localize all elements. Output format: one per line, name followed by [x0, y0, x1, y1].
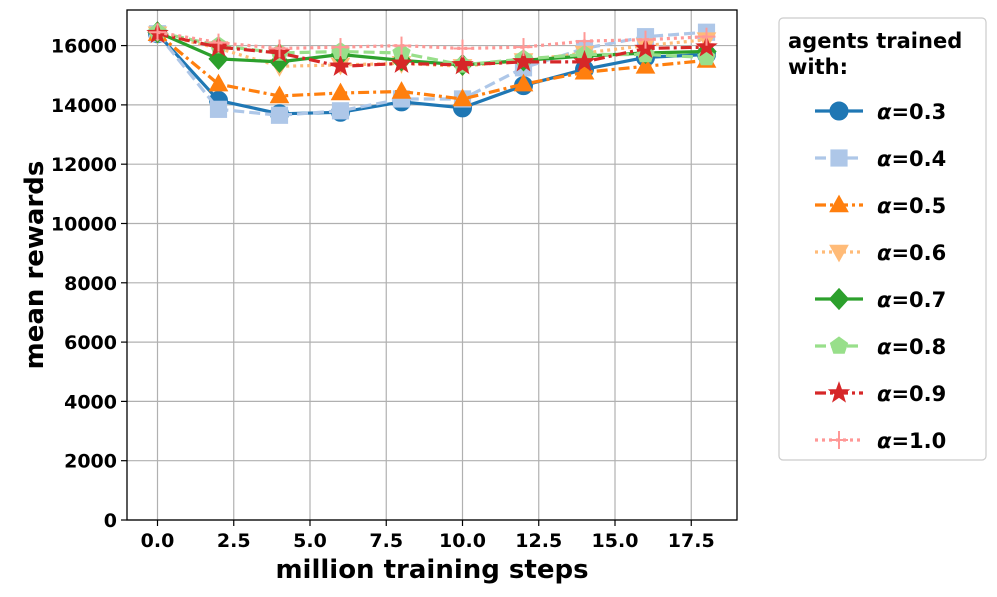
series-α=1.0	[148, 23, 716, 58]
y-tick-label: 8000	[64, 273, 117, 295]
data-point	[148, 23, 167, 42]
series-line	[157, 32, 707, 68]
x-tick-label: 15.0	[592, 530, 639, 552]
legend-entry: α=1.0	[815, 429, 946, 453]
legend-label: α=1.0	[877, 429, 946, 453]
y-tick-label: 12000	[51, 154, 117, 176]
series-line	[156, 32, 707, 101]
y-tick-label: 10000	[51, 213, 117, 235]
x-tick-label: 5.0	[293, 530, 327, 552]
legend-title-line-1: agents trained	[788, 29, 962, 53]
legend-label: α=0.6	[877, 241, 946, 265]
data-point	[574, 61, 595, 80]
x-tick-label: 7.5	[369, 530, 403, 552]
data-point	[575, 32, 594, 51]
y-tick-label: 16000	[51, 36, 117, 58]
y-axis-label: mean rewards	[20, 161, 50, 370]
series-group	[146, 21, 718, 124]
series-line	[156, 30, 707, 117]
legend-entry: α=0.7	[815, 287, 946, 312]
series-line	[157, 30, 707, 51]
data-point	[512, 50, 535, 72]
series-line	[156, 32, 707, 116]
data-point	[270, 106, 289, 124]
legend-entry: α=0.9	[815, 381, 946, 406]
data-point	[209, 33, 228, 52]
data-point	[331, 38, 350, 57]
legend-label: α=0.8	[877, 335, 946, 359]
legend-entry: α=0.5	[815, 194, 946, 218]
legend-label: α=0.5	[877, 194, 946, 218]
legend-entries: α=0.3 α=0.4 α=0.5 α=0.6 α=0.7 α=0.8 α=0.9 α=1.0	[815, 100, 946, 453]
data-point	[513, 73, 534, 92]
y-axis-ticks: 0 2000 4000 6000 8000 10000 12000 14000 16000	[51, 36, 127, 532]
data-point	[270, 39, 289, 58]
legend-box	[778, 17, 987, 461]
data-point	[453, 39, 472, 58]
series-α=0.9	[146, 21, 718, 76]
data-point	[451, 53, 474, 75]
data-point	[208, 73, 229, 92]
series-line	[157, 32, 707, 68]
data-point	[452, 88, 473, 107]
data-point	[635, 55, 656, 74]
data-point	[391, 81, 412, 99]
legend-marker	[828, 287, 850, 311]
legend-entry: α=0.8	[815, 335, 946, 359]
x-tick-label: 12.5	[515, 530, 562, 552]
legend-marker	[827, 381, 851, 403]
y-tick-label: 2000	[64, 451, 117, 473]
legend-label: α=0.3	[877, 100, 946, 124]
legend-marker	[830, 149, 848, 167]
legend-label: α=0.4	[877, 147, 946, 171]
legend-label: α=0.7	[877, 288, 946, 312]
data-point	[330, 82, 351, 101]
data-point	[636, 30, 655, 49]
data-point	[209, 100, 228, 118]
legend-title-line-2: with:	[788, 55, 848, 79]
legend-entry: α=0.6	[815, 241, 946, 265]
data-point	[573, 50, 596, 72]
data-point	[390, 51, 413, 73]
data-point	[329, 54, 352, 76]
x-tick-label: 0.0	[141, 530, 175, 552]
x-tick-label: 17.5	[668, 530, 715, 552]
data-point	[695, 35, 718, 57]
x-tick-label: 2.5	[217, 530, 251, 552]
data-point	[331, 102, 350, 120]
plot-frame	[126, 9, 738, 521]
legend-marker	[829, 101, 849, 121]
data-point	[697, 27, 716, 46]
legend-marker	[829, 194, 849, 213]
y-tick-label: 14000	[51, 95, 117, 117]
series-line	[157, 30, 707, 67]
legend-entry: α=0.4	[815, 147, 946, 171]
legend-entry: α=0.3	[815, 100, 946, 124]
x-axis-ticks: 0.0 2.5 5.0 7.5 10.0 12.5 15.0 17.5	[141, 520, 715, 552]
series-line	[156, 30, 707, 67]
y-tick-label: 6000	[64, 332, 117, 354]
y-tick-label: 0	[104, 510, 117, 532]
legend-label: α=0.9	[877, 382, 946, 406]
data-point	[514, 38, 533, 57]
legend-marker	[830, 431, 848, 449]
x-axis-label: million training steps	[275, 555, 588, 585]
x-tick-label: 10.0	[439, 530, 486, 552]
legend: agents trained with: α=0.3α=0.4α=0.5α=0.…	[778, 17, 987, 461]
legend-marker	[829, 244, 849, 263]
data-point	[269, 85, 290, 104]
legend-marker	[829, 336, 849, 354]
y-tick-label: 4000	[64, 391, 117, 413]
data-point	[392, 36, 411, 55]
